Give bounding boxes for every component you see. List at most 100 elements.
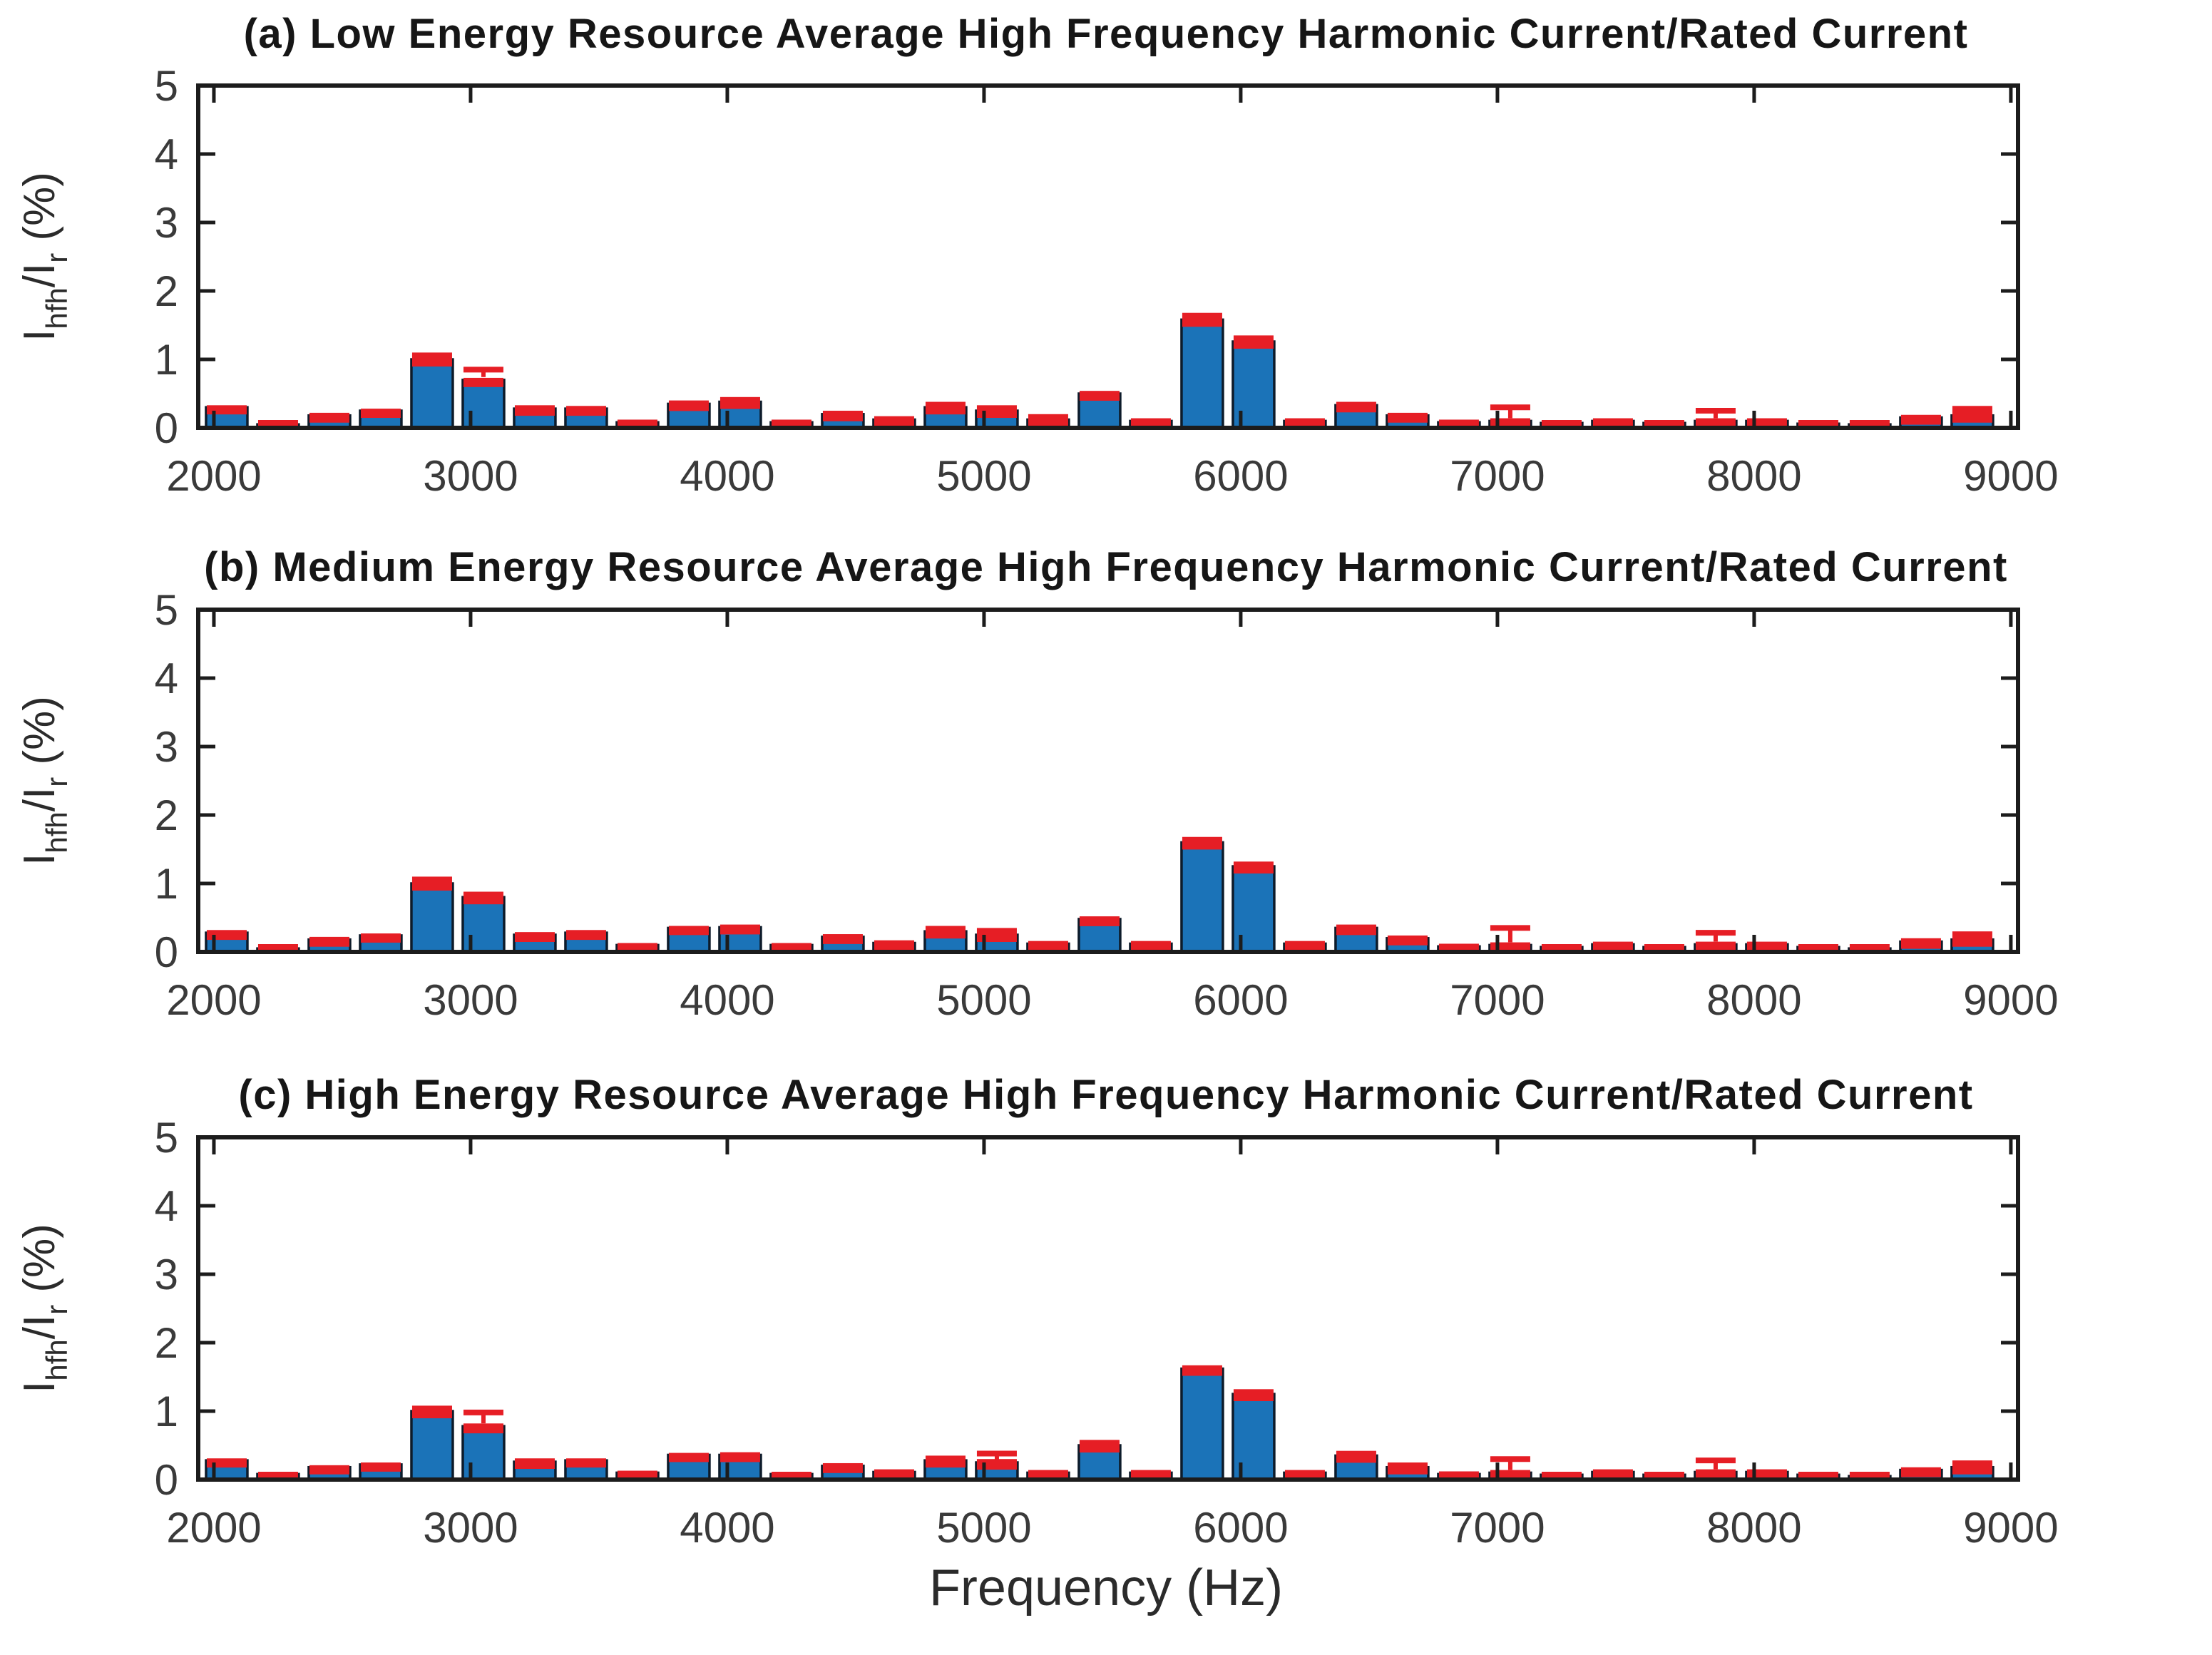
y-tick-label: 5 <box>155 586 178 634</box>
error-cap <box>360 1462 401 1472</box>
error-cap <box>1387 1462 1428 1475</box>
error-cap <box>1182 836 1222 850</box>
x-tick-label: 3000 <box>423 452 518 500</box>
error-cap <box>1438 943 1479 951</box>
error-cap <box>1695 1469 1736 1478</box>
y-tick-label: 2 <box>155 1319 178 1367</box>
y-tick-label: 3 <box>155 1251 178 1298</box>
error-cap <box>874 940 914 951</box>
x-tick-label: 6000 <box>1193 976 1288 1024</box>
x-tick-label: 4000 <box>680 452 774 500</box>
error-cap <box>463 1423 503 1434</box>
x-tick-label: 3000 <box>423 1504 518 1552</box>
ylabel-text: I <box>15 329 64 342</box>
bar <box>1180 841 1224 953</box>
error-cap <box>1284 418 1325 426</box>
error-cap <box>360 933 401 943</box>
x-axis-label: Frequency (Hz) <box>928 1559 1284 1616</box>
x-tick-label: 2000 <box>166 452 261 500</box>
error-cap <box>411 876 452 891</box>
error-cap <box>874 1469 914 1478</box>
error-cap <box>1592 418 1633 426</box>
x-tick-label: 4000 <box>680 1504 774 1552</box>
error-cap <box>514 405 555 416</box>
bar <box>1180 318 1224 429</box>
error-cap <box>1028 1470 1068 1478</box>
error-cap <box>1438 1471 1479 1478</box>
error-cap <box>309 412 349 423</box>
error-cap <box>874 416 914 426</box>
ylabel-subscript: r <box>40 777 73 787</box>
error-cap <box>1336 1450 1376 1463</box>
error-cap <box>1028 414 1068 426</box>
x-tick-label: 5000 <box>936 452 1031 500</box>
error-cap <box>1541 1472 1582 1478</box>
error-cap <box>1387 412 1428 423</box>
x-tick-label: 5000 <box>936 976 1031 1024</box>
error-cap <box>976 928 1017 942</box>
error-cap <box>463 891 503 905</box>
error-cap <box>1079 1440 1120 1452</box>
error-cap <box>1849 1472 1890 1478</box>
error-cap <box>617 943 657 951</box>
ylabel-subscript: hfh <box>40 811 73 854</box>
x-tick-label: 2000 <box>166 976 261 1024</box>
ylabel-subscript: r <box>40 1304 73 1315</box>
error-cap <box>1644 1472 1684 1478</box>
error-cap <box>411 352 452 367</box>
error-cap <box>1284 941 1325 951</box>
error-cap <box>668 1452 709 1462</box>
x-tick-label: 7000 <box>1450 976 1545 1024</box>
bar <box>410 1410 454 1481</box>
ylabel-text: (%) <box>15 1224 64 1305</box>
bar <box>1180 1367 1224 1481</box>
error-cap <box>1438 419 1479 426</box>
error-cap <box>463 377 503 387</box>
error-cap <box>309 936 349 947</box>
error-cap <box>1490 942 1530 951</box>
subplot-a-title: (a) Low Energy Resource Average High Fre… <box>243 11 1969 57</box>
error-cap <box>1644 944 1684 951</box>
error-cap <box>1541 944 1582 951</box>
ylabel-text: /I <box>15 786 64 812</box>
error-cap <box>771 943 811 951</box>
error-cap <box>1644 420 1684 426</box>
error-cap <box>360 409 401 418</box>
error-cap <box>257 420 298 426</box>
error-cap <box>1490 1470 1530 1478</box>
y-tick-label: 3 <box>155 723 178 771</box>
error-cap <box>617 1470 657 1478</box>
error-cap <box>1130 418 1171 426</box>
error-cap <box>720 1452 760 1462</box>
ylabel-text: /I <box>15 1314 64 1340</box>
error-cap <box>617 419 657 426</box>
error-cap <box>257 1472 298 1478</box>
error-cap <box>720 396 760 409</box>
error-cap <box>514 1458 555 1470</box>
error-cap <box>206 1458 247 1468</box>
y-axis-label-c: Ihfh/Ir (%) <box>14 1224 74 1393</box>
y-tick-label: 5 <box>155 62 178 110</box>
x-tick-label: 3000 <box>423 976 518 1024</box>
x-tick-label: 8000 <box>1706 1504 1801 1552</box>
x-tick-label: 9000 <box>1963 976 2058 1024</box>
error-cap <box>1746 1469 1787 1478</box>
error-cap <box>1900 1467 1941 1477</box>
error-cap <box>976 1459 1017 1470</box>
error-cap <box>1233 335 1274 349</box>
error-cap <box>771 419 811 426</box>
error-cap <box>1746 941 1787 951</box>
ylabel-text: /I <box>15 262 64 288</box>
error-cap <box>565 1458 606 1468</box>
error-cap <box>925 1455 966 1468</box>
error-cap <box>1952 1460 1992 1475</box>
error-cap <box>1130 1470 1171 1478</box>
subplot-c-title: (c) High Energy Resource Average High Fr… <box>238 1072 1974 1118</box>
error-cap <box>1130 941 1171 951</box>
y-tick-label: 0 <box>155 928 178 976</box>
y-tick-label: 4 <box>155 655 178 702</box>
error-cap <box>1798 1472 1838 1478</box>
error-cap <box>668 400 709 411</box>
